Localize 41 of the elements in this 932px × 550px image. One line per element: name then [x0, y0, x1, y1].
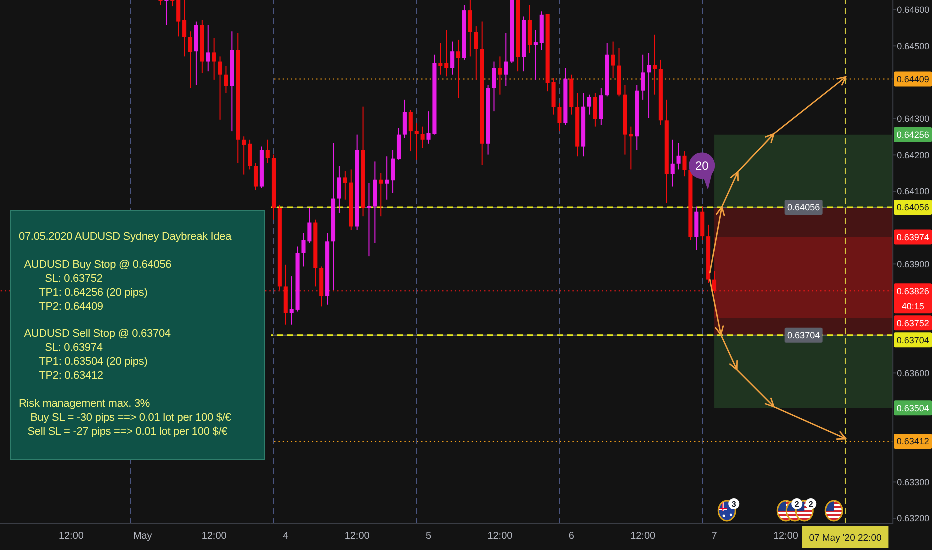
annotation: 20	[695, 159, 709, 173]
band-label: 0.63504	[896, 403, 930, 414]
y-tick-label: 0.63200	[896, 514, 930, 524]
y-tick-label: 0.63600	[896, 368, 930, 378]
y-tick-label: 0.64300	[896, 114, 930, 124]
annotation: 2	[808, 500, 814, 509]
annotation: AUDUSD Sell Stop @ 0.63704 SL: 0.63974 TP1: 0.63504 (20 pips) TP2: 0.63412	[23, 328, 172, 384]
x-tick-label: 12:00	[630, 531, 656, 542]
x-tick-label: 12:00	[202, 531, 228, 542]
band-label: 0.64256	[896, 130, 930, 140]
x-tick-label: 7	[712, 531, 718, 542]
ref-line-label: 0.64056	[896, 202, 930, 213]
annotation: AUDUSD Buy Stop @ 0.64056 SL: 0.63752 TP1: 0.64256 (20 pips) TP2: 0.64409	[23, 258, 173, 314]
ref-line-label: 0.63412	[896, 436, 930, 447]
y-tick-label: 0.63900	[896, 259, 930, 270]
annotation: Risk management max. 3% Buy SL = -30 pips ==> 0.01 lot per 100 $/€ Sell SL = -27 pips ==> 0.01 lot per 100 $/€	[19, 398, 232, 440]
ref-line-label: 0.63826	[896, 286, 930, 296]
x-tick-label: 12:00	[344, 531, 370, 542]
x-tick-label: 12:00	[773, 531, 799, 542]
x-tick-label: 12:00	[488, 531, 514, 542]
ref-line-label: 0.64056	[787, 202, 820, 213]
x-tick-label: May	[133, 531, 152, 542]
ref-line-label: 0.63704	[896, 335, 930, 346]
y-tick-label: 0.64100	[896, 186, 930, 197]
ref-line-label: 0.63704	[787, 330, 820, 341]
y-tick-label: 0.64200	[896, 150, 930, 160]
band-label: 0.63974	[896, 232, 930, 242]
text: 40:15	[902, 301, 924, 312]
band-label: 0.63752	[896, 318, 930, 328]
annotation: 07.05.2020 AUDUSD Sydney Daybreak Idea	[19, 231, 233, 245]
y-tick-label: 0.64600	[896, 5, 930, 16]
annotation: 2	[794, 500, 800, 509]
y-tick-label: 0.64500	[896, 41, 930, 52]
annotation: 3	[732, 500, 737, 509]
x-tick-label: 12:00	[58, 531, 84, 542]
x-tick-label: 4	[282, 531, 289, 542]
y-tick-label: 0.63300	[896, 477, 930, 488]
ref-line-label: 07 May '20 22:00	[809, 533, 882, 544]
x-tick-label: 5	[426, 531, 432, 542]
x-tick-label: 6	[568, 531, 575, 542]
ref-line-label: 0.64409	[896, 74, 930, 84]
